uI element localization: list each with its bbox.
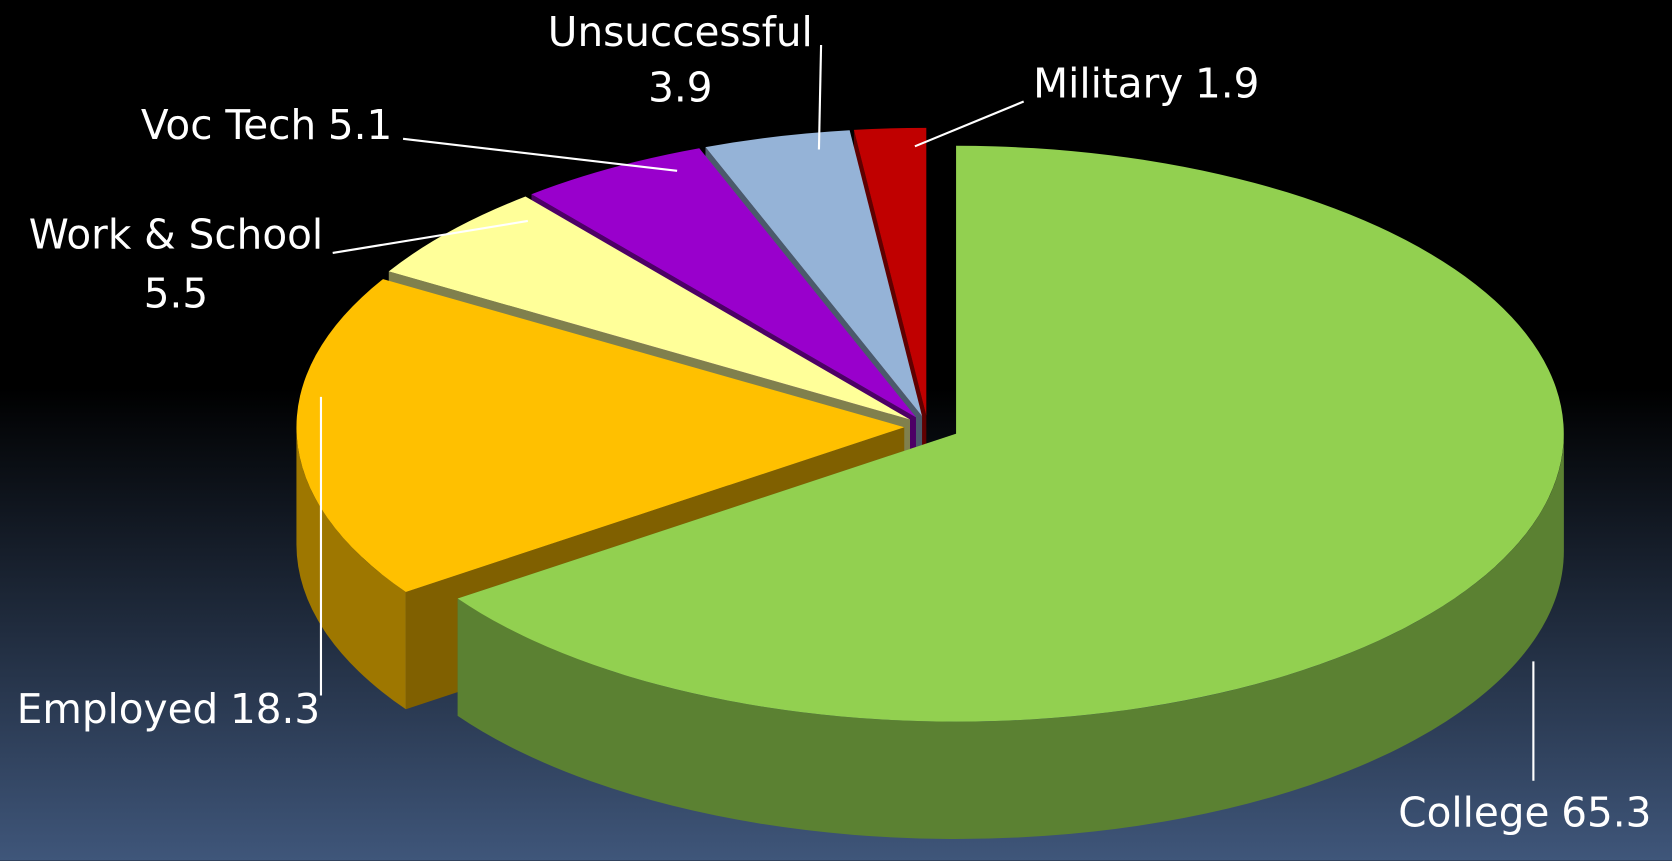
label-name: Unsuccessful [548, 8, 813, 56]
pie [296, 127, 1564, 839]
leader-line [332, 219, 529, 255]
slice-side [457, 433, 1564, 839]
label-name: Military [1033, 59, 1183, 107]
data-label: Military 1.9 [1033, 59, 1259, 107]
labels: College 65.3 Employed 18.3 Work & School 5.5 V… [17, 8, 1652, 837]
slice [296, 279, 905, 592]
slice [457, 145, 1564, 722]
slice [388, 196, 911, 420]
label-name: Work & School [29, 211, 323, 259]
label-value: 3.9 [648, 64, 712, 112]
leader-line [817, 45, 823, 150]
label-name: College [1398, 789, 1549, 837]
label-name: Employed [17, 685, 218, 733]
label-value: 5.5 [144, 269, 208, 317]
data-label: College 65.3 [1398, 789, 1651, 837]
slice [853, 127, 927, 416]
label-value: 1.9 [1195, 59, 1259, 107]
leader-line [402, 137, 678, 172]
slice [531, 148, 916, 418]
leader-line [914, 100, 1025, 148]
slice [705, 130, 923, 417]
data-label: Employed 18.3 [17, 685, 320, 733]
label-value: 65.3 [1561, 789, 1651, 837]
label-value: 5.1 [328, 101, 392, 149]
data-label: Voc Tech 5.1 [141, 101, 392, 149]
slice-side [296, 427, 406, 710]
label-value: 18.3 [230, 685, 320, 733]
label-name: Voc Tech [141, 101, 316, 149]
